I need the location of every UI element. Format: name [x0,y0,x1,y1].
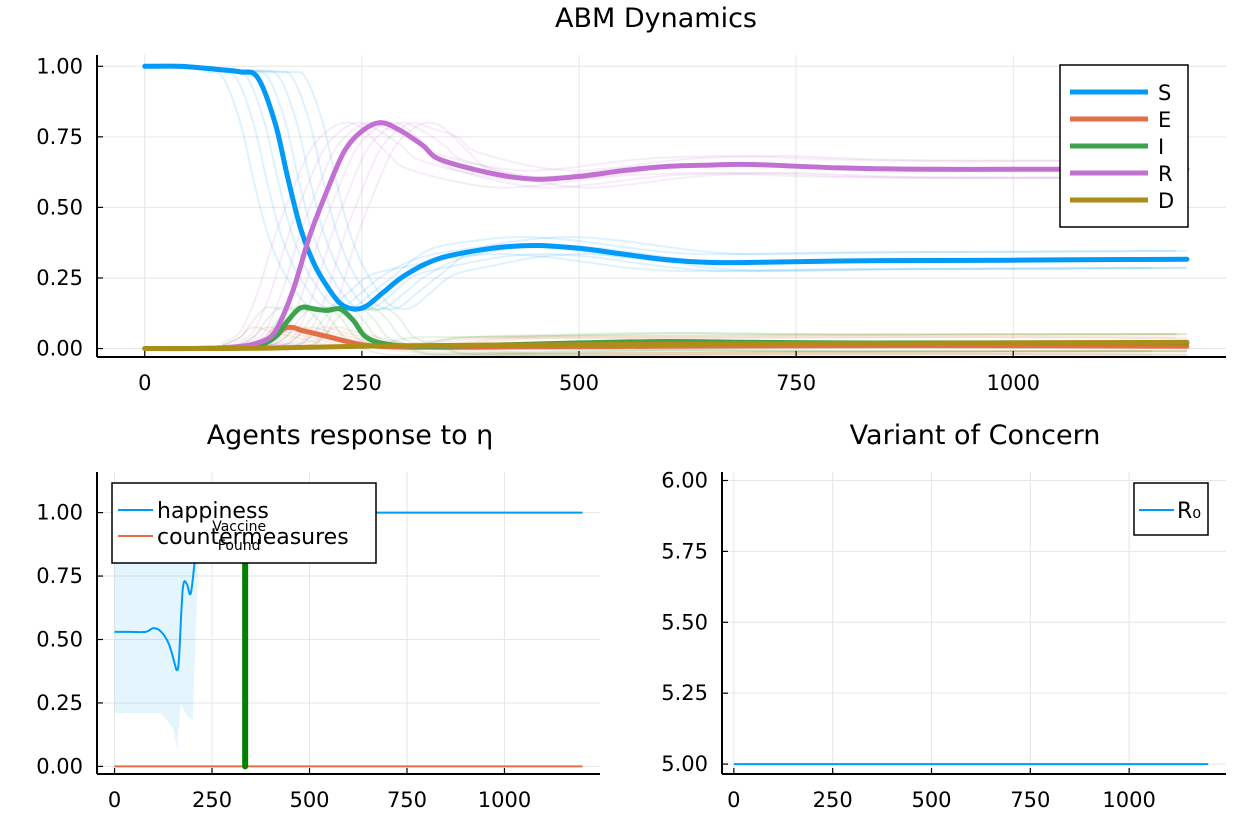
panel-abm-dynamics: ABM Dynamics 0 250 500 750 10000.000.250.500… [36,3,1226,395]
x-tick-label-0: 0 [108,788,121,812]
y-tick-label-0: 0.00 [36,754,83,778]
legend-variant-of-concern: R₀ [1133,482,1209,536]
annotation-vaccine: Vaccine [212,519,266,535]
legend-label-i: I [1158,135,1164,159]
chart-title-abm-dynamics: ABM Dynamics [555,3,757,34]
x-tick-label-250: 250 [813,788,853,812]
ghost-trajectory-r [144,121,1166,350]
legend-box [111,482,377,564]
legend-label-s: S [1158,81,1171,105]
x-tick-label-750: 750 [1010,788,1050,812]
legend-label-e: E [1158,108,1171,132]
ghost-trajectory-r [144,121,1187,350]
x-tick-label-500: 500 [559,371,599,395]
legend-label-r0: R₀ [1177,499,1201,524]
x-tick-label-750: 750 [776,371,816,395]
legend-label-r: R [1158,162,1173,186]
ghost-trajectories-abm-dynamics [144,65,1187,358]
ghost-trajectory-r [144,121,1187,350]
x-tick-label-0: 0 [138,371,151,395]
y-tick-label-0-25: 0.25 [36,266,83,290]
legend-label-d: D [1158,189,1174,213]
series-line-s [142,63,1190,312]
x-tick-label-250: 250 [192,788,232,812]
ticks-variant-of-concern: 0 250 500 750 1000 5.00 5.25 5.50 5.75 6.00 [661,469,1156,812]
x-tick-label-250: 250 [342,371,382,395]
y-tick-label-5-25: 5.25 [661,681,708,705]
ghost-trajectory-i [144,305,1187,357]
axes-abm-dynamics [96,55,1226,358]
x-tick-label-1000: 1000 [478,788,531,812]
ghost-trajectory-s [144,65,1187,311]
y-tick-label-0-5: 0.50 [36,627,83,651]
ticks-agents-response: 0 250 500 750 1000 0.00 0.25 0.50 0.75 1.00 [36,501,531,812]
ghost-trajectory-e [144,326,1153,358]
annotation-found: Found [218,538,261,554]
series-line-r [142,120,1190,352]
x-tick-label-1000: 1000 [987,371,1040,395]
y-tick-label-0-25: 0.25 [36,691,83,715]
legend-label-countermeasures: countermeasures [157,525,349,550]
y-tick-label-0-75: 0.75 [36,125,83,149]
panel-variant-of-concern: Variant of Concern 0 250 500 750 1000 5.00 5.2… [661,420,1226,812]
happiness-band [114,512,199,749]
y-tick-label-5-75: 5.75 [661,539,708,563]
y-tick-label-1: 1.00 [36,54,83,78]
series-abm-dynamics [142,63,1190,352]
y-tick-label-0: 0.00 [36,337,83,361]
x-tick-label-500: 500 [289,788,329,812]
ghost-trajectory-s [144,65,1187,311]
ghost-trajectory-s [144,65,1177,311]
y-tick-label-6: 6.00 [661,469,708,493]
legend-label-happiness: happiness [157,499,269,524]
axes-agents-response [96,472,600,775]
y-tick-label-0-5: 0.50 [36,195,83,219]
x-tick-label-0: 0 [727,788,740,812]
y-tick-label-5-5: 5.50 [661,610,708,634]
y-tick-label-5: 5.00 [661,752,708,776]
ticks-abm-dynamics: 0 250 500 750 1000 0.00 0.25 0.50 0.75 1.00 [36,54,1040,395]
series-line-d [142,339,1190,352]
panel-agents-response: Agents response to η 0 250 500 750 10000.000… [36,420,600,812]
ghost-trajectory-s [144,65,1153,311]
y-tick-label-1: 1.00 [36,501,83,525]
y-tick-label-0-75: 0.75 [36,564,83,588]
chart-title-agents-response: Agents response to η [207,420,494,451]
chart-title-variant-of-concern: Variant of Concern [850,420,1101,451]
ghost-trajectory-s [144,65,1187,311]
series-agents-response [114,510,583,770]
ghost-trajectory-r [144,121,1177,350]
x-tick-label-1000: 1000 [1102,788,1155,812]
axes-variant-of-concern [721,472,1226,775]
ghost-trajectory-r [144,121,1153,350]
x-tick-label-750: 750 [387,788,427,812]
ghost-trajectory-r [144,121,1187,350]
x-tick-label-500: 500 [911,788,951,812]
